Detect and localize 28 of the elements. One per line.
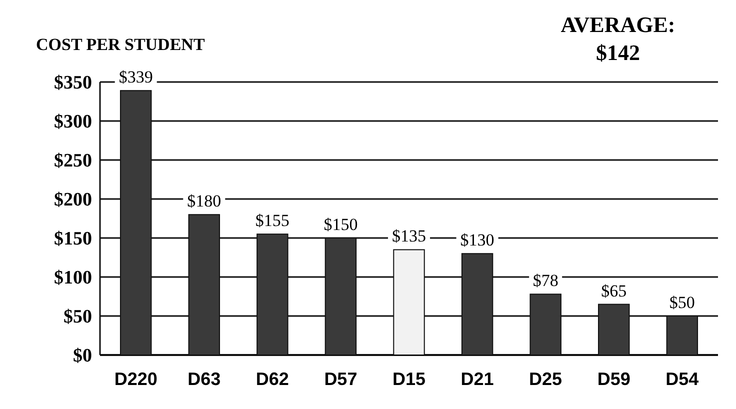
data-label: $135 xyxy=(392,226,426,246)
y-tick-label: $150 xyxy=(54,228,92,250)
x-tick-label: D59 xyxy=(597,369,630,389)
data-label: $65 xyxy=(601,281,627,300)
y-tick-label: $200 xyxy=(54,190,92,211)
x-tick-label: D62 xyxy=(256,369,289,389)
text: AVERAGE: $142 xyxy=(560,12,676,65)
data-label: $50 xyxy=(669,293,695,312)
data-label: $339 xyxy=(118,68,153,87)
y-tick-label: $100 xyxy=(54,268,92,289)
y-tick-label: $350 xyxy=(54,72,92,94)
x-tick-label: D21 xyxy=(460,369,494,389)
y-tick-label: $0 xyxy=(73,346,92,367)
data-label: $150 xyxy=(324,215,358,234)
x-tick-label: D220 xyxy=(114,369,158,389)
chart-title: COST PER STUDENT xyxy=(36,35,206,54)
data-label: $180 xyxy=(187,192,222,211)
y-tick-label: $300 xyxy=(54,112,92,133)
data-label: $78 xyxy=(532,271,558,290)
x-tick-label: D15 xyxy=(392,369,426,389)
data-label: $130 xyxy=(460,230,494,250)
data-label: $155 xyxy=(255,211,290,230)
x-tick-label: D63 xyxy=(188,369,221,389)
y-tick-label: $50 xyxy=(64,306,92,328)
x-tick-label: D54 xyxy=(666,369,699,389)
x-tick-label: D25 xyxy=(529,369,562,389)
x-tick-label: D57 xyxy=(324,369,358,389)
y-tick-label: $250 xyxy=(54,150,92,172)
